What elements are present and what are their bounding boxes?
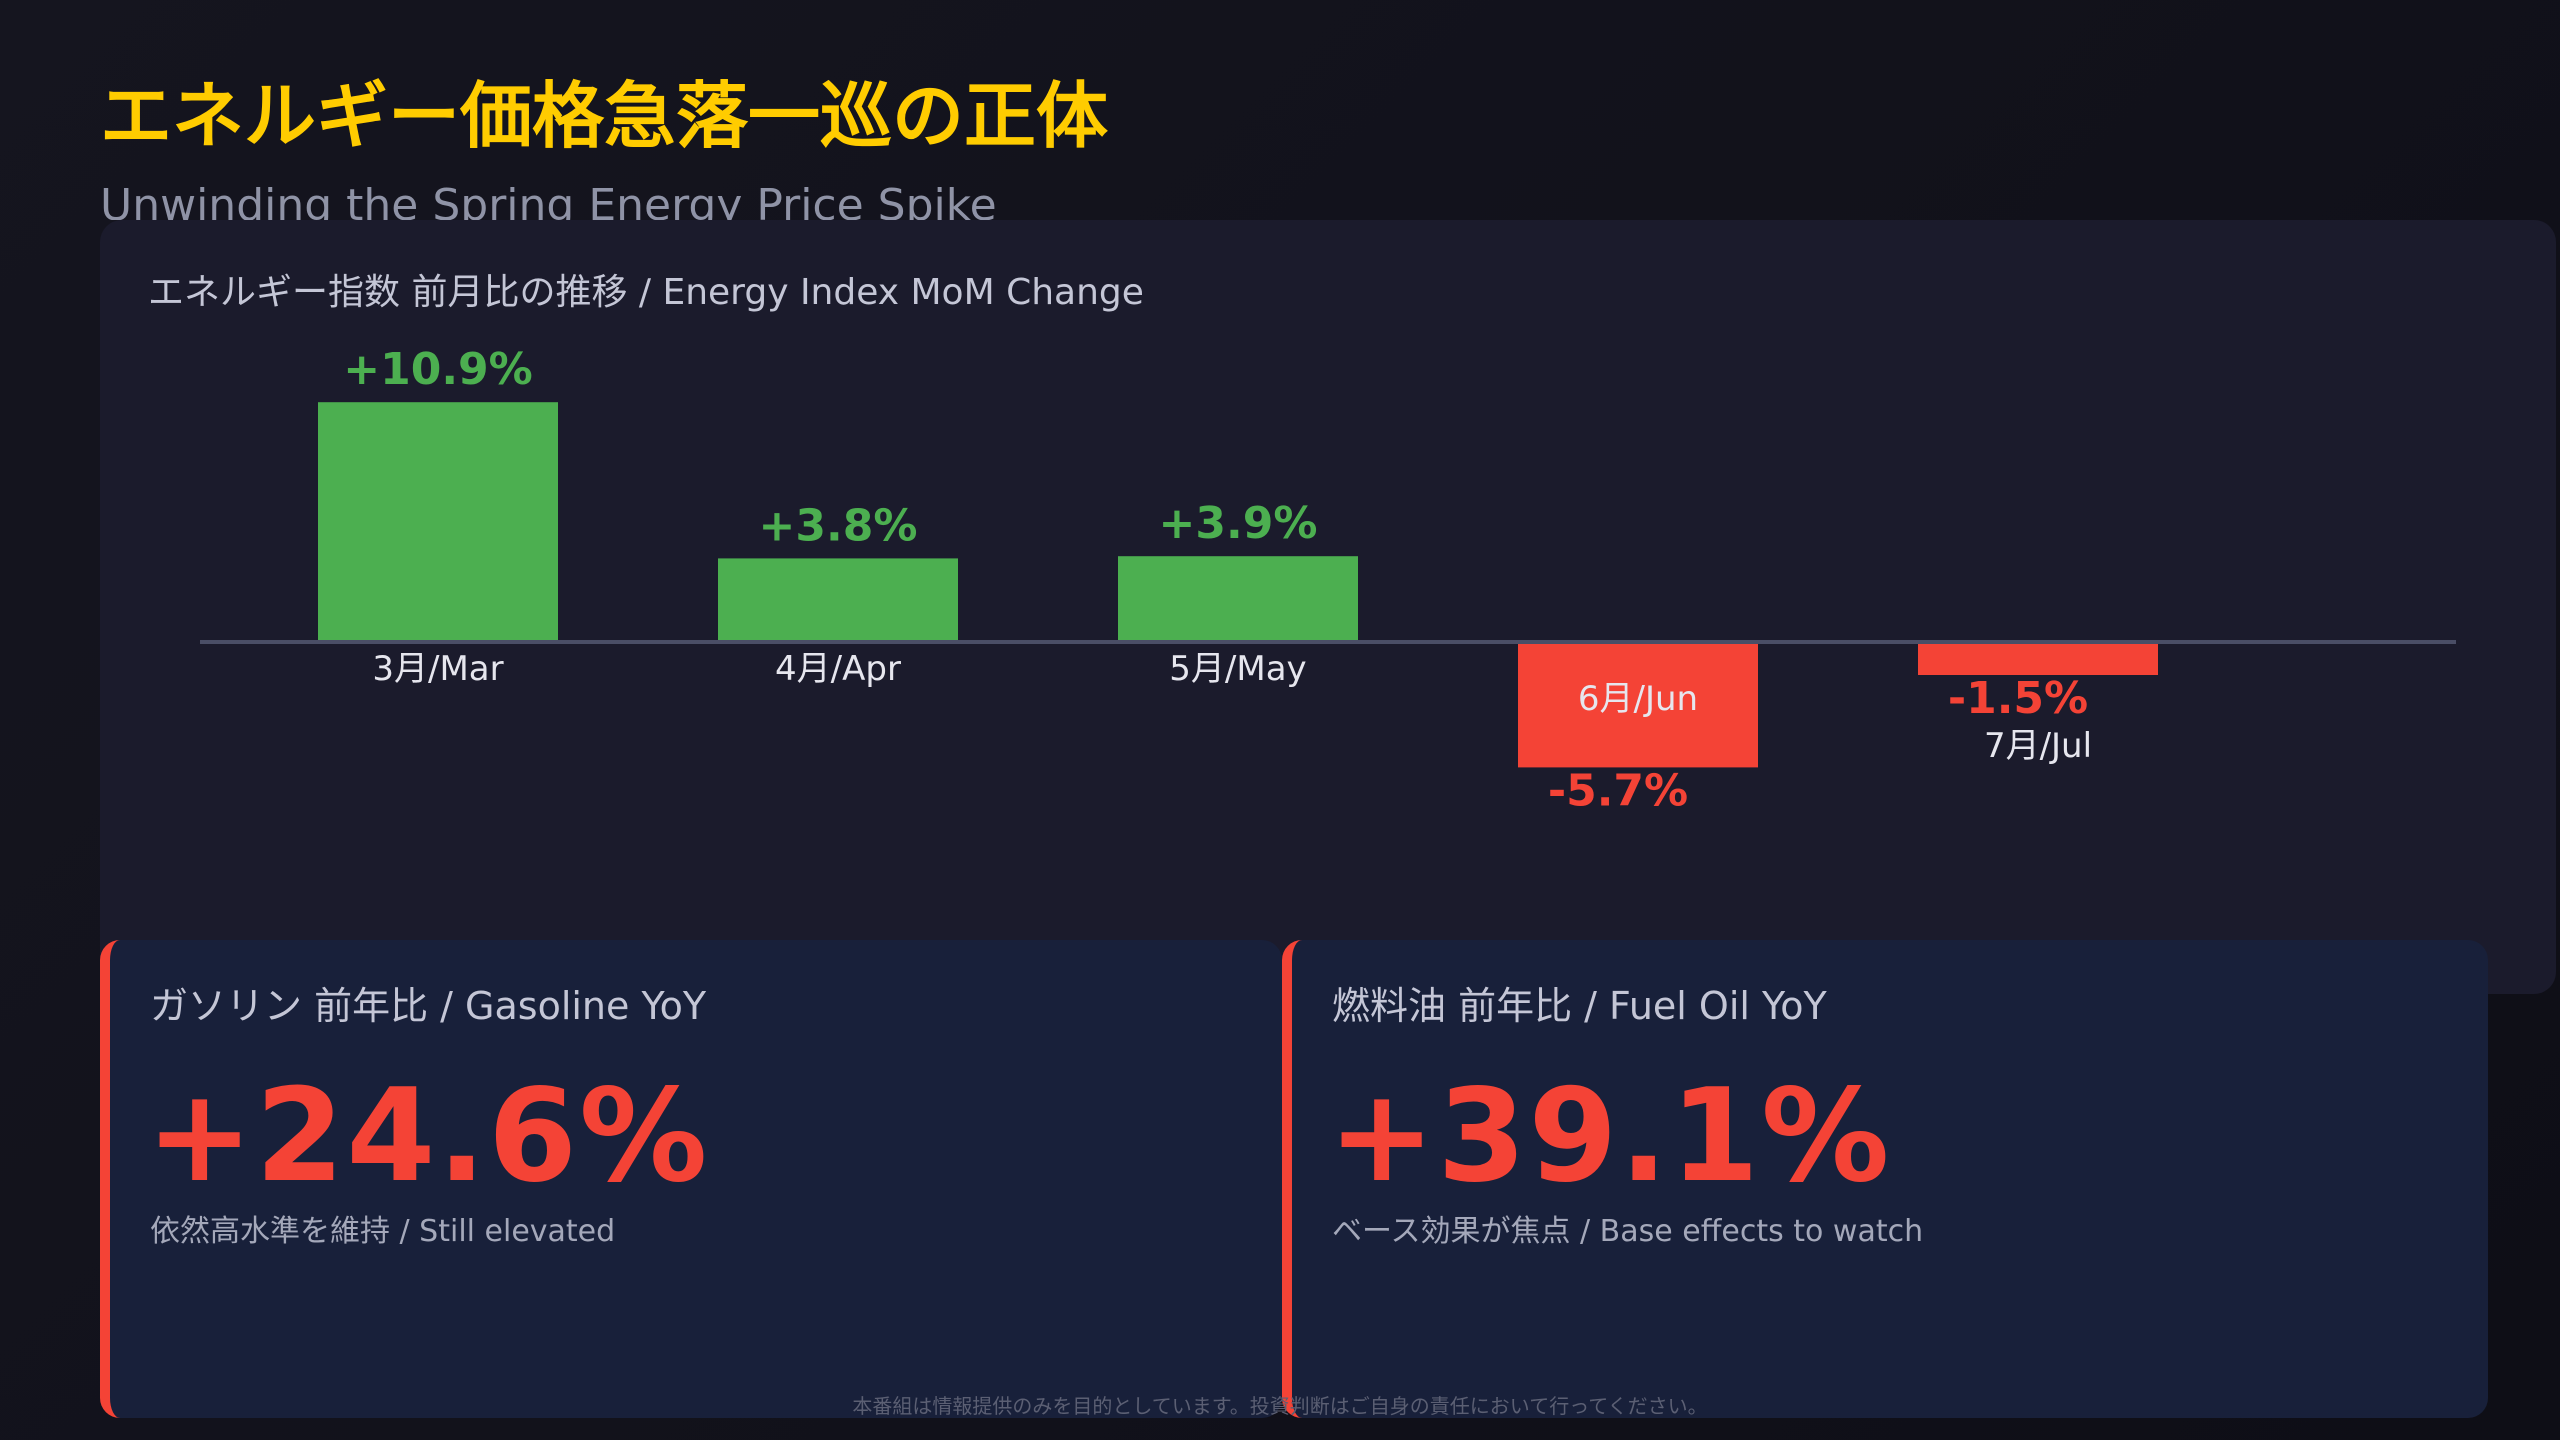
bar-value-label: +3.9% [1159,498,1318,549]
bar-category-label: 5月/May [1169,649,1306,689]
fuel-oil-yoy-card: 燃料油 前年比 / Fuel Oil YoY +39.1% ベース効果が焦点 /… [1282,940,2488,1418]
fuel-oil-yoy-label: 燃料油 前年比 / Fuel Oil YoY [1332,984,1827,1028]
bar-value-label: -1.5% [1948,673,2088,724]
disclaimer: 本番組は情報提供のみを目的としています。投資判断はご自身の責任において行ってくだ… [852,1394,1708,1418]
bar-category-label: 7月/Jul [1984,726,2092,766]
gasoline-yoy-value: +24.6% [146,1062,710,1211]
mom-bar-chart: +10.9% 3月/Mar +3.8% 4月/Apr +3.9% 5月/May -5.7% 6… [200,344,2456,816]
page-title: エネルギー価格急落一巡の正体 [100,74,1109,158]
bar-value-label: +3.8% [759,500,918,551]
gasoline-yoy-note: 依然高水準を維持 / Still elevated [150,1214,616,1249]
page-subtitle: Unwinding the Spring Energy Price Spike [100,180,997,220]
bar [1918,642,2158,675]
chart-panel: +10.9% 3月/Mar +3.8% 4月/Apr +3.9% 5月/May -5.7% 6… [100,220,2556,994]
bar-value-label: -5.7% [1548,765,1688,816]
fuel-oil-yoy-value: +39.1% [1328,1062,1892,1211]
bar [1118,556,1358,642]
bar [318,402,558,642]
gasoline-yoy-card: ガソリン 前年比 / Gasoline YoY +24.6% 依然高水準を維持 … [100,940,1282,1418]
chart-title: エネルギー指数 前月比の推移 / Energy Index MoM Change [148,272,1144,313]
bar-category-label: 3月/Mar [372,649,503,689]
fuel-oil-yoy-note: ベース効果が焦点 / Base effects to watch [1332,1214,1924,1249]
bar-value-label: +10.9% [343,344,533,395]
gasoline-yoy-label: ガソリン 前年比 / Gasoline YoY [150,984,707,1028]
bar-category-label: 6月/Jun [1578,679,1698,719]
bar [718,558,958,642]
bar [1518,642,1758,768]
bar-category-label: 4月/Apr [775,649,901,689]
